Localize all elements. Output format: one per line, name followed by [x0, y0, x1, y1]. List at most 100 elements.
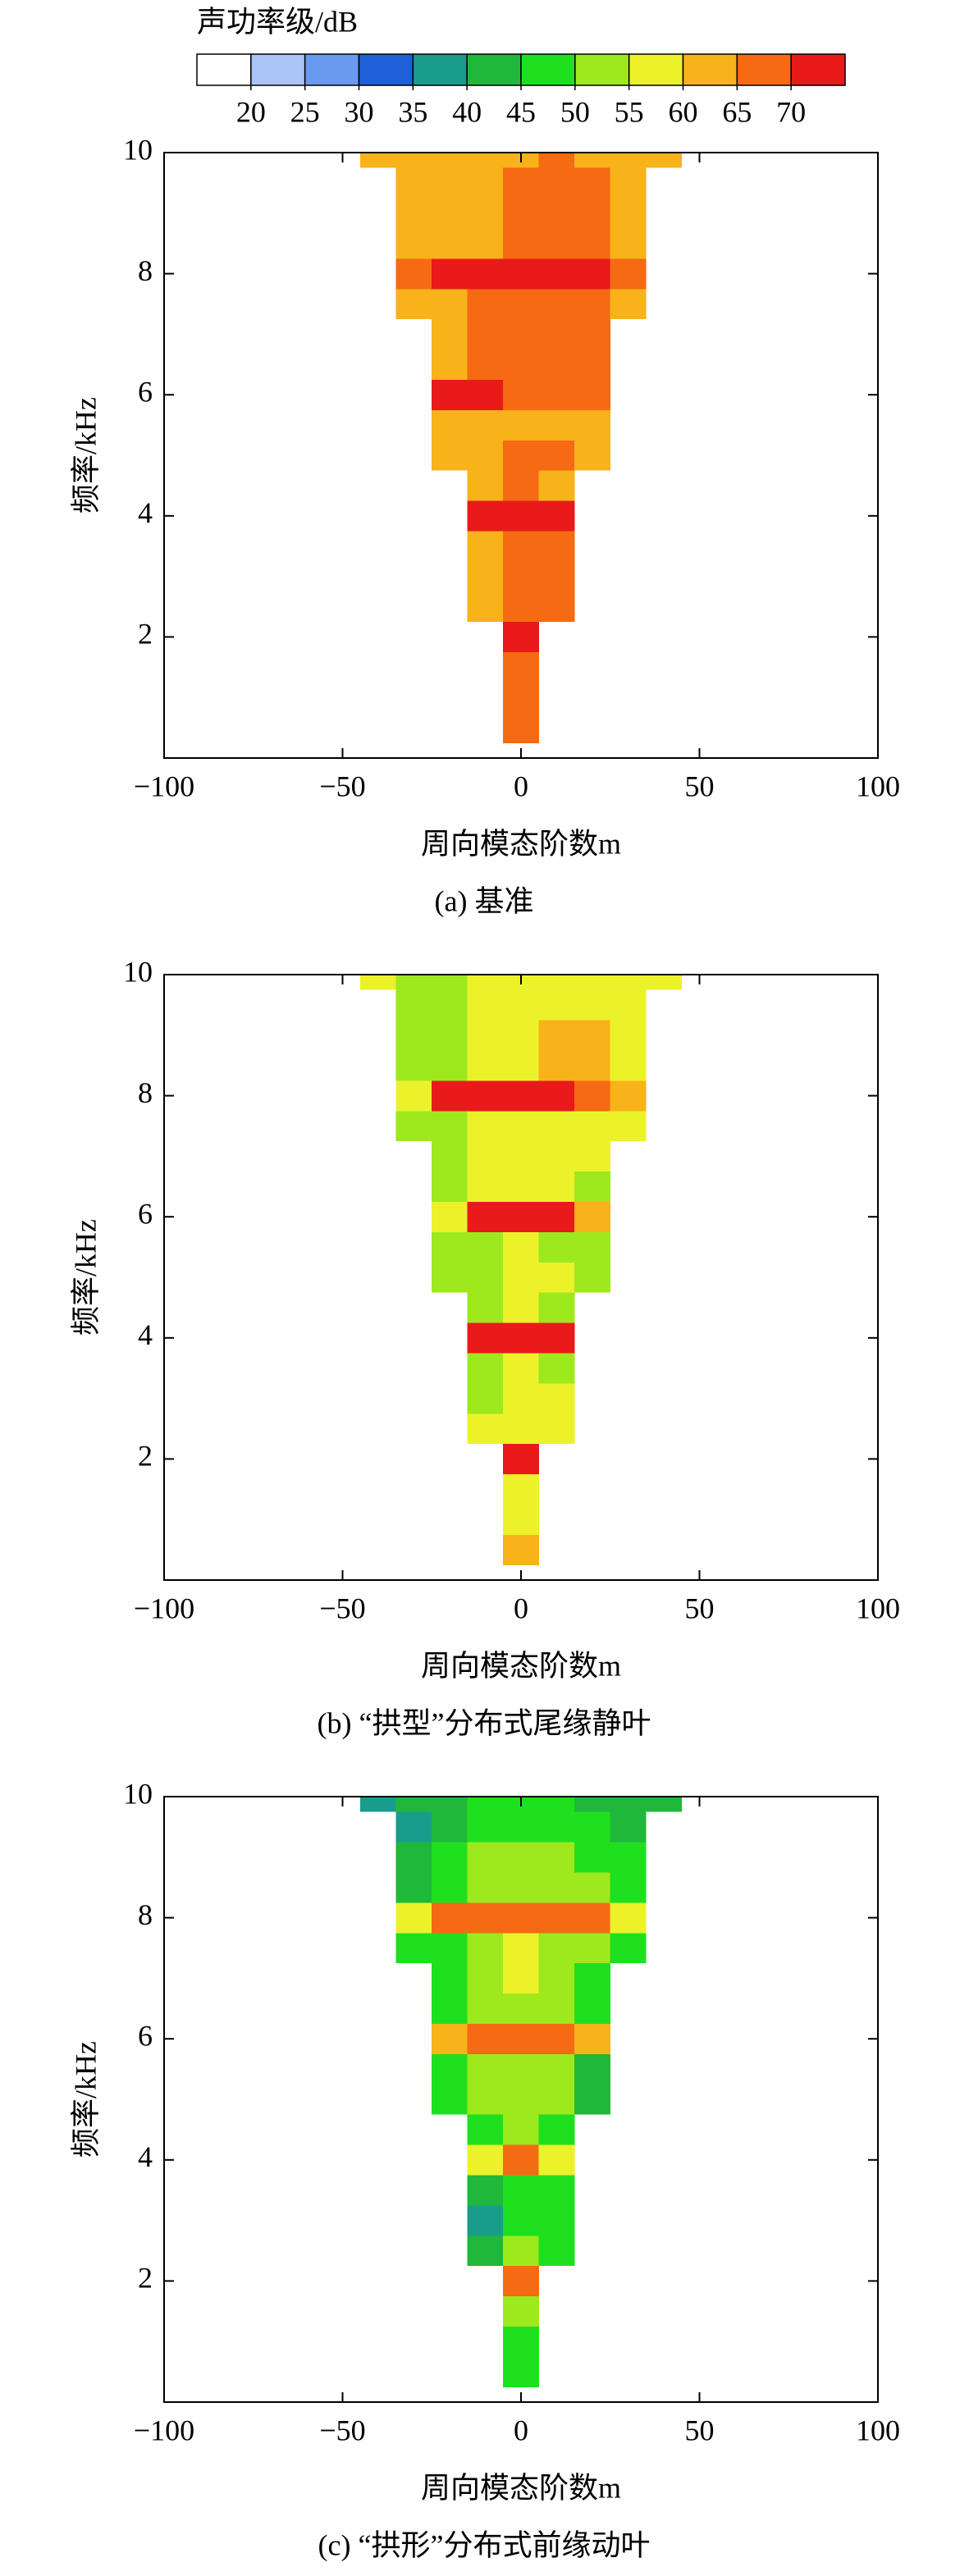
heat-cell: [467, 409, 504, 441]
heat-cell: [432, 440, 468, 471]
heat-cell: [538, 1932, 575, 1964]
heat-cell: [503, 440, 539, 471]
heat-cell: [503, 2295, 539, 2327]
heat-cell: [467, 167, 504, 199]
heat-cell: [503, 621, 539, 653]
heat-cell: [395, 288, 432, 320]
heat-cell: [574, 1171, 610, 1202]
heat-cell: [467, 1353, 504, 1384]
heat-cell: [467, 560, 504, 592]
heat-cell: [538, 1842, 575, 1873]
heat-cell: [503, 1110, 539, 1142]
heat-cell: [467, 1993, 504, 2025]
heat-cell: [538, 2114, 575, 2145]
heat-cell: [432, 288, 468, 320]
heat-cell: [432, 1262, 468, 1293]
heat-cell: [432, 1842, 468, 1873]
heat-cell: [574, 409, 610, 441]
heat-cell: [467, 1020, 504, 1051]
heat-cell: [503, 2204, 539, 2236]
heat-cell: [503, 2235, 539, 2267]
colorbar-swatch: [304, 53, 360, 86]
colorbar-swatch: [466, 53, 522, 86]
heat-cell: [467, 258, 504, 290]
heat-cell: [503, 1262, 539, 1293]
heat-cell: [432, 1962, 468, 1994]
heat-cell: [574, 1932, 610, 1964]
heat-cell: [467, 379, 504, 410]
colorbar-swatch: [682, 53, 738, 86]
heat-cell: [538, 167, 575, 199]
heat-cell: [467, 228, 504, 259]
y-axis-label: 频率/kHz: [69, 397, 102, 514]
heat-cell: [503, 198, 539, 229]
heat-cell: [467, 500, 504, 532]
heat-cell: [467, 198, 504, 229]
heat-cell: [538, 1110, 575, 1142]
heat-cell: [395, 1932, 432, 1964]
y-tick-label: 6: [138, 2019, 153, 2052]
heat-cell: [574, 1993, 610, 2025]
heat-cell: [467, 1932, 504, 1964]
heatmap: [360, 153, 682, 743]
y-tick-label: 4: [138, 496, 153, 529]
heat-cell: [467, 1413, 504, 1445]
y-tick-label: 8: [138, 1898, 153, 1931]
heat-cell: [467, 318, 504, 350]
heat-cell: [538, 1080, 575, 1112]
heat-cell: [503, 288, 539, 320]
heat-cell: [467, 1080, 504, 1112]
heat-cell: [467, 1842, 504, 1873]
heat-cell: [574, 1140, 610, 1172]
heat-cell: [432, 379, 468, 410]
heat-cell: [467, 1292, 504, 1323]
heat-cell: [432, 1110, 468, 1142]
caption: (a) 基准: [435, 884, 534, 917]
heat-cell: [503, 1842, 539, 1873]
heat-cell: [503, 651, 539, 683]
heat-cell: [538, 1292, 575, 1323]
heat-cell: [467, 2144, 504, 2176]
y-tick-label: 2: [138, 618, 153, 651]
heat-cell: [467, 591, 504, 623]
x-tick-label: −100: [134, 2414, 194, 2446]
heat-cell: [538, 531, 575, 562]
heat-cell: [574, 1201, 610, 1232]
x-tick-label: 100: [856, 1592, 900, 1624]
heat-cell: [503, 2326, 539, 2357]
x-axis-label: 周向模态阶数m: [421, 2471, 621, 2504]
heat-cell: [538, 1962, 575, 1994]
colorbar-tick-label: 40: [452, 95, 482, 128]
heat-cell: [395, 1811, 432, 1843]
heat-cell: [432, 1050, 468, 1081]
colorbar-tick-label: 60: [669, 95, 698, 128]
y-tick-label: 6: [138, 375, 153, 408]
heat-cell: [538, 1872, 575, 1903]
heat-cell: [432, 1932, 468, 1964]
colorbar-swatch: [412, 53, 468, 86]
heat-cell: [503, 409, 539, 441]
heat-cell: [610, 1110, 647, 1142]
heat-cell: [538, 470, 575, 501]
colorbar-tick-label: 35: [398, 95, 427, 128]
heat-cell: [610, 167, 647, 199]
heat-cell: [395, 1050, 432, 1081]
heat-cell: [503, 1231, 539, 1263]
heat-cell: [467, 1201, 504, 1232]
heat-cell: [395, 989, 432, 1021]
heat-cell: [610, 1842, 647, 1873]
y-tick-label: 6: [138, 1197, 153, 1230]
heat-cell: [503, 1353, 539, 1384]
x-tick-label: −50: [319, 2414, 365, 2446]
y-tick-label: 10: [123, 133, 153, 166]
x-tick-label: −100: [134, 770, 194, 802]
heat-cell: [467, 2023, 504, 2054]
heat-cell: [538, 1231, 575, 1263]
heat-cell: [467, 1872, 504, 1903]
heat-cell: [574, 349, 610, 381]
heat-cell: [395, 1110, 432, 1142]
heat-cell: [574, 1962, 610, 1994]
heat-cell: [574, 167, 610, 199]
heat-cell: [538, 1322, 575, 1354]
heat-cell: [574, 1811, 610, 1843]
